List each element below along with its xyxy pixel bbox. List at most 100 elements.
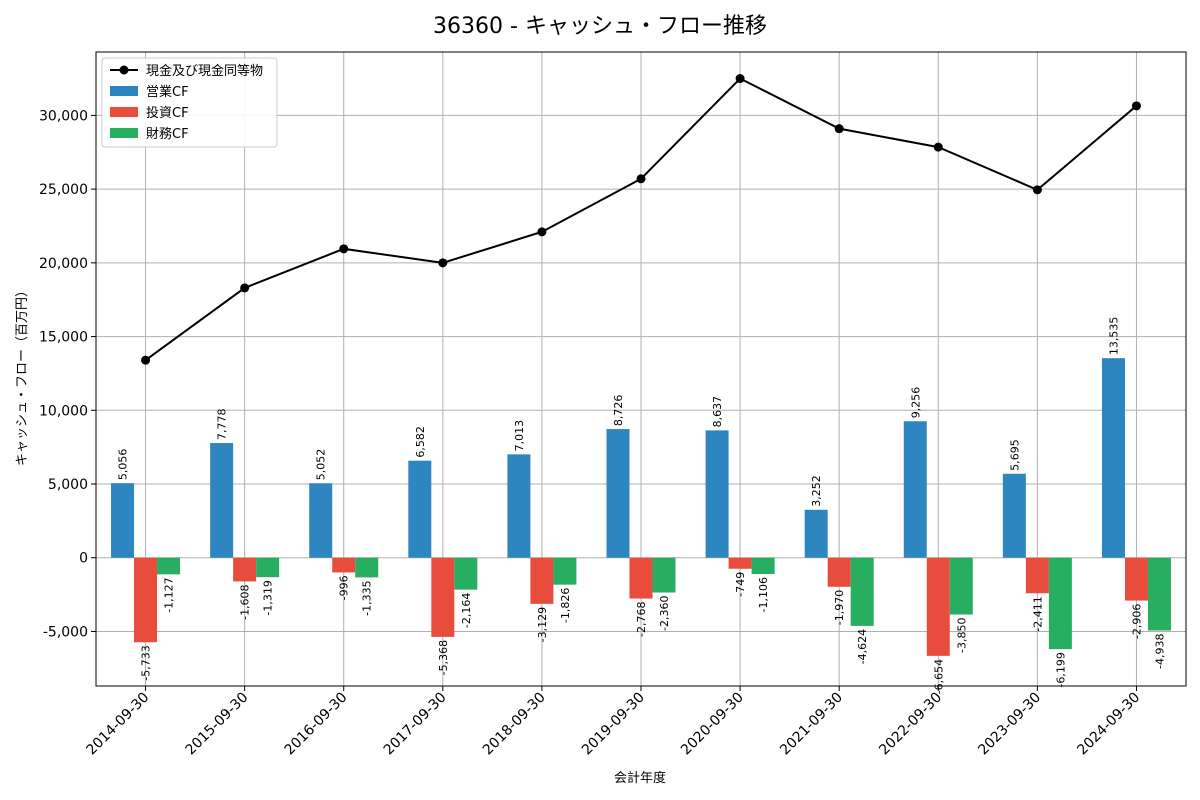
bar-value-label: 5,052 — [315, 449, 328, 481]
bar-財務CF — [256, 557, 280, 578]
bar-value-label: -4,938 — [1153, 634, 1166, 669]
bar-value-label: -1,826 — [559, 588, 572, 623]
bar-value-label: -5,368 — [437, 640, 450, 675]
bar-value-label: -749 — [734, 572, 747, 597]
bar-value-label: 13,535 — [1107, 317, 1120, 356]
bar-財務CF — [454, 557, 478, 590]
bar-value-label: -1,335 — [361, 580, 374, 615]
bar-value-label: 3,252 — [810, 475, 823, 507]
bar-value-label: 5,056 — [117, 449, 130, 481]
bar-営業CF — [606, 429, 630, 558]
y-tick-label: 30,000 — [39, 108, 88, 124]
bar-value-label: -2,768 — [635, 602, 648, 637]
bar-value-label: -3,850 — [955, 617, 968, 652]
bar-投資CF — [728, 557, 752, 569]
y-tick-label: 5,000 — [48, 477, 88, 493]
bar-投資CF — [332, 557, 356, 573]
bar-財務CF — [652, 557, 676, 593]
bar-営業CF — [210, 443, 234, 558]
bar-財務CF — [553, 557, 577, 585]
bar-value-label: -6,654 — [932, 659, 945, 694]
bar-営業CF — [1101, 358, 1125, 558]
cash-point — [636, 174, 646, 184]
bar-value-label: -1,106 — [757, 577, 770, 612]
y-tick-label: 20,000 — [39, 256, 88, 272]
bar-営業CF — [408, 460, 432, 558]
legend-label: 投資CF — [146, 105, 189, 121]
bar-value-label: -996 — [338, 575, 351, 600]
bar-value-label: 9,256 — [909, 387, 922, 419]
cash-point — [537, 227, 547, 237]
bar-投資CF — [1025, 557, 1049, 594]
bar-投資CF — [530, 557, 554, 604]
legend-label: 営業CF — [146, 84, 189, 100]
bar-財務CF — [157, 557, 181, 575]
bar-営業CF — [903, 421, 927, 558]
bar-value-label: -2,360 — [658, 596, 671, 631]
bar-投資CF — [431, 557, 455, 637]
bar-営業CF — [309, 483, 333, 558]
bar-value-label: 8,637 — [711, 396, 724, 428]
bar-value-label: 7,013 — [513, 420, 526, 452]
cash-point — [339, 244, 349, 254]
bar-営業CF — [804, 509, 828, 558]
bar-value-label: -1,608 — [239, 584, 252, 619]
bar-value-label: -4,624 — [856, 629, 869, 664]
cash-point — [240, 283, 250, 293]
bar-value-label: -2,164 — [460, 593, 473, 628]
bar-value-label: 6,582 — [414, 426, 427, 458]
bar-value-label: -3,129 — [536, 607, 549, 642]
y-axis-label: キャッシュ・フロー（百万円） — [15, 284, 30, 466]
cash-point — [834, 124, 844, 134]
bar-value-label: 5,695 — [1008, 439, 1021, 471]
y-tick-label: 10,000 — [39, 403, 88, 419]
cash-point — [1131, 101, 1141, 111]
bar-営業CF — [507, 454, 531, 558]
bars — [111, 358, 1171, 656]
bar-財務CF — [355, 557, 379, 578]
bar-投資CF — [629, 557, 653, 599]
bar-財務CF — [850, 557, 874, 626]
legend-label: 現金及び現金同等物 — [146, 63, 263, 79]
bar-投資CF — [926, 557, 950, 656]
bar-value-label: -2,906 — [1130, 604, 1143, 639]
legend-swatch-営業CF — [110, 86, 138, 96]
bar-投資CF — [1124, 557, 1148, 601]
y-tick-label: 0 — [79, 551, 88, 567]
y-tick-label: -5,000 — [43, 624, 88, 640]
bar-財務CF — [1048, 557, 1072, 650]
y-tick-label: 15,000 — [39, 330, 88, 346]
bar-value-label: 8,726 — [612, 395, 625, 427]
bar-営業CF — [1002, 473, 1026, 558]
bar-投資CF — [233, 557, 257, 582]
legend-line-marker — [119, 65, 129, 75]
cash-point — [438, 258, 448, 268]
chart-title: 36360 - キャッシュ・フロー推移 — [433, 14, 767, 39]
bar-value-label: -5,733 — [140, 645, 153, 680]
y-tick-label: 25,000 — [39, 182, 88, 198]
bar-投資CF — [827, 557, 851, 587]
x-axis-label: 会計年度 — [614, 770, 666, 786]
legend-swatch-財務CF — [110, 128, 138, 138]
bar-data-labels: 5,056 7,778 5,052 6,582 7,013 8,726 8,637 3,252… — [117, 317, 1167, 695]
legend-swatch-投資CF — [110, 107, 138, 117]
bar-投資CF — [134, 557, 158, 643]
cash-point — [1032, 185, 1042, 195]
bar-value-label: -1,970 — [833, 590, 846, 625]
cash-point — [735, 74, 745, 84]
bar-財務CF — [949, 557, 973, 615]
bar-財務CF — [751, 557, 775, 575]
bar-営業CF — [705, 430, 729, 558]
bar-value-label: 7,778 — [216, 409, 229, 441]
bar-営業CF — [111, 483, 135, 558]
bar-財務CF — [1147, 557, 1171, 631]
bar-value-label: -2,411 — [1031, 596, 1044, 631]
cash-line — [141, 74, 1141, 365]
legend-label: 財務CF — [146, 127, 189, 142]
bar-value-label: -1,319 — [262, 580, 275, 615]
cash-point — [141, 355, 151, 365]
bar-value-label: -1,127 — [163, 577, 176, 612]
legend-box — [101, 57, 278, 148]
